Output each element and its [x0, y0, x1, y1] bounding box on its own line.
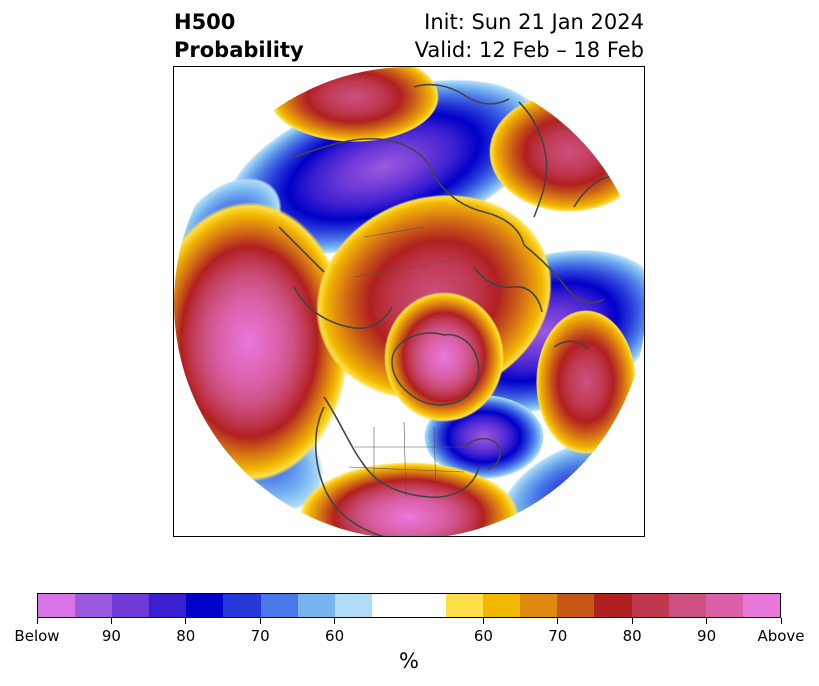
colorbar-segment: [705, 594, 743, 617]
colorbar-segment: [594, 594, 632, 617]
colorbar-tick-label: Above: [757, 627, 805, 645]
colorbar-unit-label: %: [399, 649, 419, 673]
colorbar-tick: [482, 618, 484, 624]
colorbar-tick-label: 70: [548, 627, 568, 645]
colorbar-tick-label: 80: [176, 627, 196, 645]
colorbar-tick: [706, 618, 708, 624]
colorbar-segment: [371, 594, 409, 617]
colorbar-segment: [408, 594, 447, 617]
colorbar-segment: [223, 594, 261, 617]
anomaly-above-east: [536, 310, 636, 454]
valid-range: Valid: 12 Feb – 18 Feb: [414, 38, 644, 62]
colorbar-segment: [334, 594, 372, 617]
colorbar-tick-label: 60: [325, 627, 345, 645]
colorbar-segment: [557, 594, 595, 617]
anomaly-above-northeast: [489, 92, 644, 212]
colorbar-segment: [112, 594, 150, 617]
colorbar-tick-label: 80: [622, 627, 642, 645]
colorbar: [37, 593, 781, 618]
colorbar-segment: [668, 594, 706, 617]
colorbar-segment: [446, 594, 484, 617]
title-line-2: Probability: [174, 38, 304, 62]
anomaly-above-pole: [384, 292, 504, 422]
init-date: Init: Sun 21 Jan 2024: [424, 10, 644, 34]
polar-map: [173, 66, 645, 537]
colorbar-tick-label: 70: [250, 627, 270, 645]
colorbar-segment: [149, 594, 187, 617]
colorbar-segment: [483, 594, 521, 617]
colorbar-tick-label: Below: [14, 627, 60, 645]
date-info: Init: Sun 21 Jan 2024 Valid: 12 Feb – 18…: [415, 8, 644, 64]
colorbar-tick: [185, 618, 187, 624]
colorbar-tick: [780, 618, 782, 624]
title-line-1: H500: [174, 10, 236, 34]
colorbar-tick-label: 90: [697, 627, 717, 645]
colorbar-segment: [260, 594, 298, 617]
probability-map-svg: [174, 67, 644, 536]
colorbar-tick: [557, 618, 559, 624]
colorbar-segment: [297, 594, 335, 617]
colorbar-segment: [38, 594, 76, 617]
colorbar-tick: [36, 618, 38, 624]
colorbar-tick: [334, 618, 336, 624]
colorbar-tick: [259, 618, 261, 624]
colorbar-segment: [520, 594, 558, 617]
colorbar-segment: [186, 594, 224, 617]
colorbar-segment: [742, 594, 780, 617]
coastlines: [278, 83, 644, 536]
colorbar-segment: [631, 594, 669, 617]
colorbar-tick-label: 60: [473, 627, 493, 645]
colorbar-segment: [75, 594, 113, 617]
colorbar-tick: [110, 618, 112, 624]
colorbar-tick: [631, 618, 633, 624]
map-title: H500 Probability: [174, 8, 304, 64]
colorbar-tick-label: 90: [101, 627, 121, 645]
